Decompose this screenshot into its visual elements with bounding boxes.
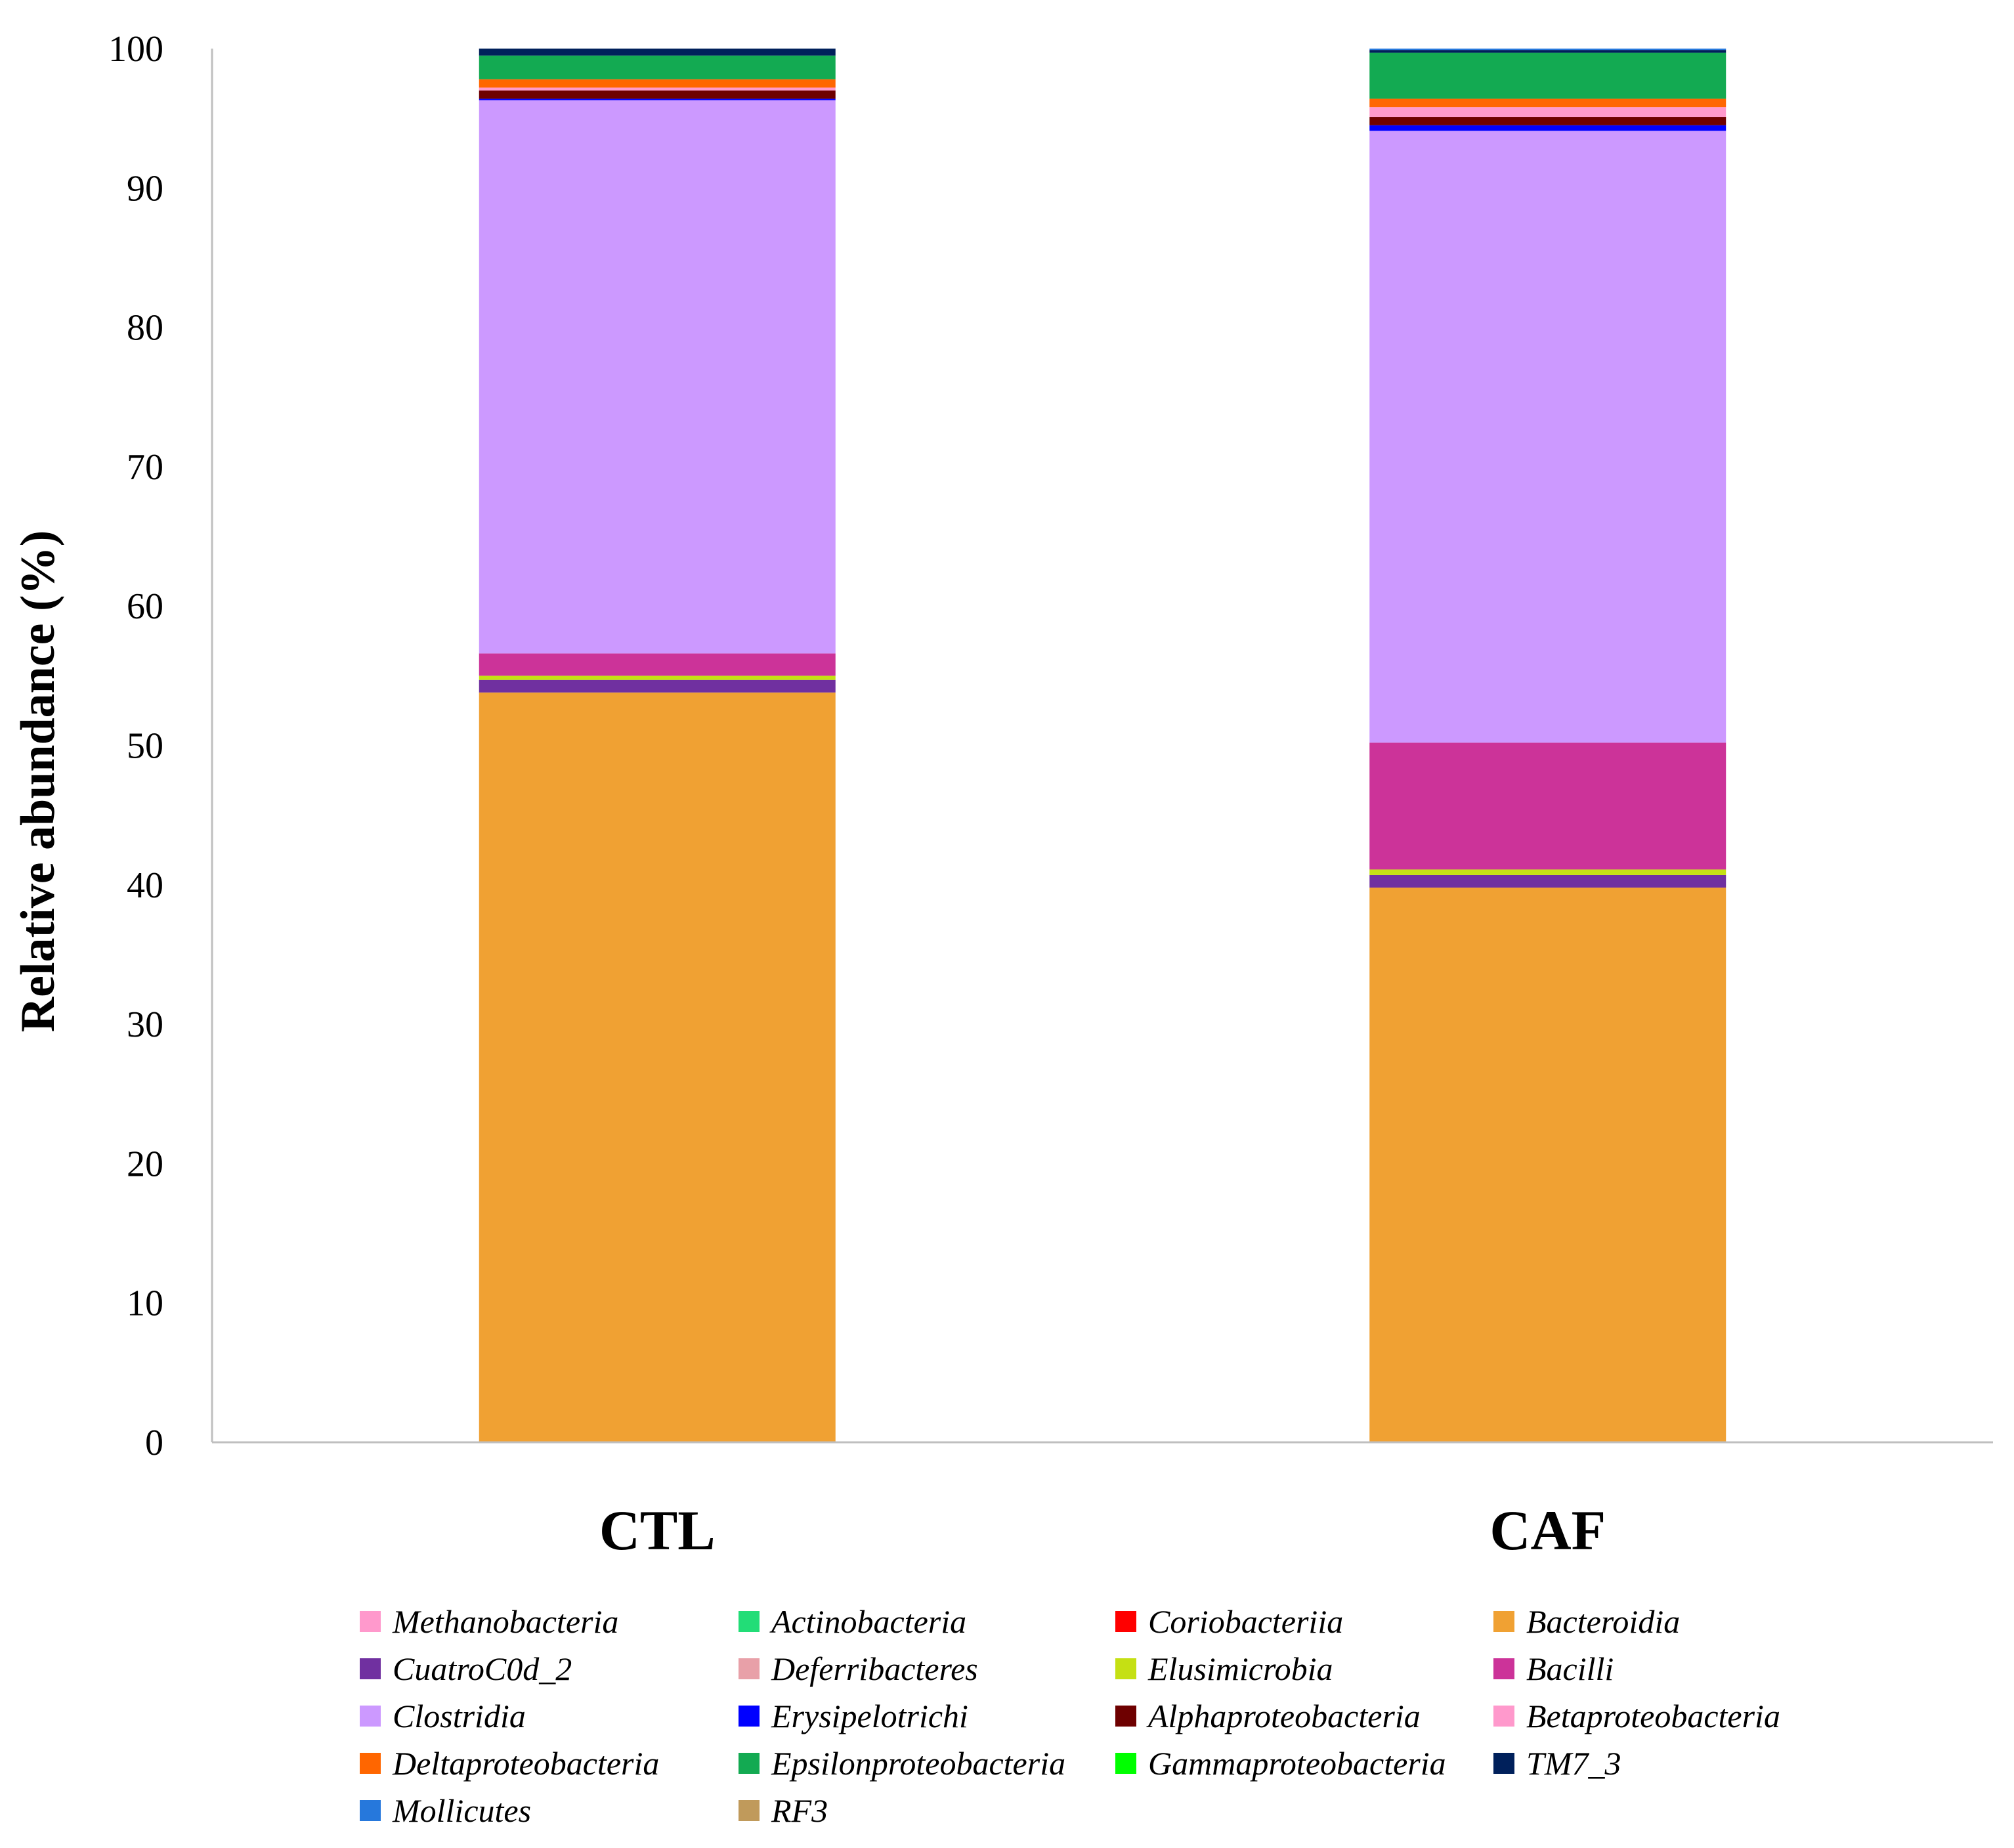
bar-segment-deltaproteobacteria-ctl bbox=[479, 79, 836, 88]
legend-item-bacteroidia: Bacteroidia bbox=[1493, 1603, 1680, 1640]
bar-segment-bacilli-caf bbox=[1369, 742, 1726, 870]
legend-swatch bbox=[360, 1753, 381, 1774]
bar-stack-ctl bbox=[479, 49, 836, 1442]
legend-label: Gammaproteobacteria bbox=[1148, 1745, 1446, 1782]
legend-item-epsilonproteobacteria: Epsilonproteobacteria bbox=[739, 1745, 1065, 1782]
bar-segment-bacilli-ctl bbox=[479, 653, 836, 676]
x-axis: CTL CAF bbox=[212, 1441, 1993, 1562]
legend-item-deltaproteobacteria: Deltaproteobacteria bbox=[360, 1745, 659, 1782]
legend-swatch bbox=[739, 1611, 760, 1632]
bar-segment-tm7-3-ctl bbox=[479, 49, 836, 56]
legend-label: Alphaproteobacteria bbox=[1146, 1698, 1421, 1734]
legend-label: Clostridia bbox=[393, 1698, 526, 1734]
legend-item-coriobacteriia: Coriobacteriia bbox=[1115, 1603, 1343, 1640]
legend-item-clostridia: Clostridia bbox=[360, 1698, 526, 1734]
bar-segment-elusimicrobia-caf bbox=[1369, 869, 1726, 875]
x-category-label: CTL bbox=[599, 1499, 716, 1562]
legend-item-deferribacteres: Deferribacteres bbox=[739, 1650, 978, 1687]
bar-segment-tm7-3-caf bbox=[1369, 50, 1726, 53]
legend-item-bacilli: Bacilli bbox=[1493, 1650, 1614, 1687]
legend-swatch bbox=[1493, 1611, 1514, 1632]
bar-segment-betaproteobacteria-caf bbox=[1369, 107, 1726, 118]
y-tick-label: 10 bbox=[127, 1283, 163, 1324]
legend-swatch bbox=[1115, 1658, 1136, 1679]
legend-swatch bbox=[1115, 1753, 1136, 1774]
bar-segment-bacteroidia-caf bbox=[1369, 888, 1726, 1442]
legend-swatch bbox=[360, 1706, 381, 1727]
legend-item-betaproteobacteria: Betaproteobacteria bbox=[1493, 1698, 1780, 1734]
legend-label: Bacteroidia bbox=[1526, 1603, 1680, 1640]
legend-label: Epsilonproteobacteria bbox=[771, 1745, 1065, 1782]
legend-item-erysipelotrichi: Erysipelotrichi bbox=[739, 1698, 968, 1734]
bar-segment-clostridia-ctl bbox=[479, 100, 836, 654]
bar-segment-mollicutes-caf bbox=[1369, 49, 1726, 51]
y-axis: 0 10 20 30 40 50 60 70 80 90 100 bbox=[108, 29, 213, 1463]
bar-segment-cuatroc0d-2-caf bbox=[1369, 874, 1726, 888]
legend-swatch bbox=[360, 1611, 381, 1632]
legend-item-mollicutes: Mollicutes bbox=[360, 1792, 531, 1829]
legend-swatch bbox=[1115, 1611, 1136, 1632]
legend-swatch bbox=[739, 1753, 760, 1774]
legend-swatch bbox=[360, 1658, 381, 1679]
legend-item-elusimicrobia: Elusimicrobia bbox=[1115, 1650, 1333, 1687]
bar-segment-erysipelotrichi-ctl bbox=[479, 98, 836, 100]
bar-segment-erysipelotrichi-caf bbox=[1369, 125, 1726, 131]
legend-item-tm7-3: TM7_3 bbox=[1493, 1745, 1621, 1782]
legend-label: Methanobacteria bbox=[392, 1603, 618, 1640]
legend-item-rf3: RF3 bbox=[739, 1792, 828, 1829]
legend-label: Coriobacteriia bbox=[1148, 1603, 1343, 1640]
legend-swatch bbox=[1493, 1658, 1514, 1679]
x-category-label: CAF bbox=[1489, 1499, 1606, 1562]
legend-item-gammaproteobacteria: Gammaproteobacteria bbox=[1115, 1745, 1446, 1782]
y-tick-label: 0 bbox=[145, 1423, 163, 1463]
y-tick-label: 90 bbox=[127, 168, 163, 209]
legend: Methanobacteria Actinobacteria Coriobacter… bbox=[360, 1603, 1780, 1829]
y-tick-label: 40 bbox=[127, 865, 163, 906]
legend-label: Deltaproteobacteria bbox=[392, 1745, 659, 1782]
bar-segment-bacteroidia-ctl bbox=[479, 692, 836, 1442]
bar-segment-deltaproteobacteria-caf bbox=[1369, 98, 1726, 108]
legend-label: Elusimicrobia bbox=[1147, 1650, 1333, 1687]
legend-swatch bbox=[360, 1800, 381, 1821]
legend-label: Mollicutes bbox=[392, 1792, 531, 1829]
legend-label: Deferribacteres bbox=[771, 1650, 978, 1687]
y-tick-label: 30 bbox=[127, 1004, 163, 1045]
legend-label: RF3 bbox=[771, 1792, 828, 1829]
y-tick-label: 80 bbox=[127, 308, 163, 349]
legend-swatch bbox=[739, 1658, 760, 1679]
bar-stack-caf bbox=[1369, 49, 1726, 1442]
legend-label: Betaproteobacteria bbox=[1526, 1698, 1780, 1734]
bar-segment-betaproteobacteria-ctl bbox=[479, 87, 836, 91]
bar-segment-clostridia-caf bbox=[1369, 131, 1726, 743]
y-tick-label: 50 bbox=[127, 726, 163, 767]
bar-segment-alphaproteobacteria-caf bbox=[1369, 117, 1726, 125]
bar-segment-cuatroc0d-2-ctl bbox=[479, 679, 836, 693]
y-tick-label: 20 bbox=[127, 1144, 163, 1184]
legend-swatch bbox=[1493, 1753, 1514, 1774]
legend-item-actinobacteria: Actinobacteria bbox=[739, 1603, 966, 1640]
legend-label: CuatroC0d_2 bbox=[393, 1650, 572, 1687]
y-axis-title: Relative abundance (%) bbox=[11, 530, 65, 1033]
legend-item-alphaproteobacteria: Alphaproteobacteria bbox=[1115, 1698, 1421, 1734]
bar-segment-elusimicrobia-ctl bbox=[479, 676, 836, 680]
legend-label: TM7_3 bbox=[1526, 1745, 1621, 1782]
y-tick-label: 60 bbox=[127, 586, 163, 627]
legend-swatch bbox=[1115, 1706, 1136, 1727]
plot-area bbox=[479, 49, 1726, 1442]
legend-item-cuatroc0d-2: CuatroC0d_2 bbox=[360, 1650, 572, 1687]
legend-item-methanobacteria: Methanobacteria bbox=[360, 1603, 618, 1640]
bar-segment-alphaproteobacteria-ctl bbox=[479, 90, 836, 99]
legend-label: Bacilli bbox=[1526, 1650, 1614, 1687]
bar-segment-epsilonproteobacteria-ctl bbox=[479, 55, 836, 79]
legend-label: Erysipelotrichi bbox=[771, 1698, 968, 1734]
y-tick-label: 100 bbox=[108, 29, 163, 70]
y-tick-label: 70 bbox=[127, 447, 163, 488]
legend-label: Actinobacteria bbox=[769, 1603, 966, 1640]
legend-swatch bbox=[739, 1800, 760, 1821]
legend-swatch bbox=[1493, 1706, 1514, 1727]
bar-segment-epsilonproteobacteria-caf bbox=[1369, 53, 1726, 99]
legend-swatch bbox=[739, 1706, 760, 1727]
